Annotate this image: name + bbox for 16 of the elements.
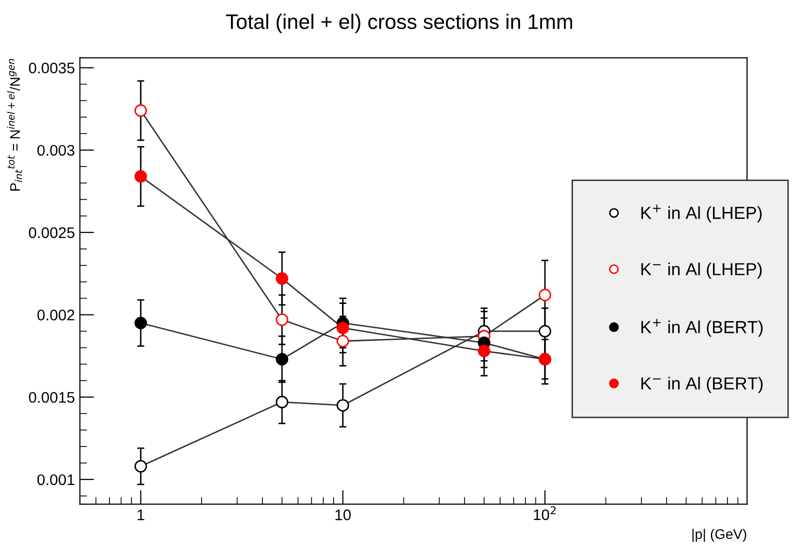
legend-label: K$^{−}$ in Al (BERT) bbox=[641, 376, 763, 393]
y-tick-label: 0.0025 bbox=[28, 227, 74, 238]
y-tick-label: 0.003 bbox=[37, 144, 74, 156]
legend-label: K$^{+}$ in Al (BERT) bbox=[641, 318, 763, 337]
x-tick-label: 10$^{2}$ bbox=[534, 506, 556, 520]
legend-label: K$^{−}$ in Al (LHEP) bbox=[641, 262, 762, 279]
y-tick-label: 0.002 bbox=[37, 310, 74, 320]
y-tick-label: 0.0015 bbox=[28, 392, 74, 403]
y-tick-label: 0.001 bbox=[37, 474, 74, 486]
legend-label: K$^{+}$ in Al (LHEP) bbox=[641, 204, 762, 222]
x-axis-title: |p| (GeV) bbox=[692, 528, 746, 542]
x-tick-label: 10 bbox=[336, 509, 351, 520]
x-tick-label: 1 bbox=[138, 510, 144, 520]
chart-title: Total (inel + el) cross sections in 1mm bbox=[226, 14, 572, 34]
y-axis-title: P$_{int}$$^{tot}$ = N$^{inel+el}$/N$^{gen}$ bbox=[7, 58, 22, 191]
y-tick-label: 0.0035 bbox=[28, 62, 74, 74]
